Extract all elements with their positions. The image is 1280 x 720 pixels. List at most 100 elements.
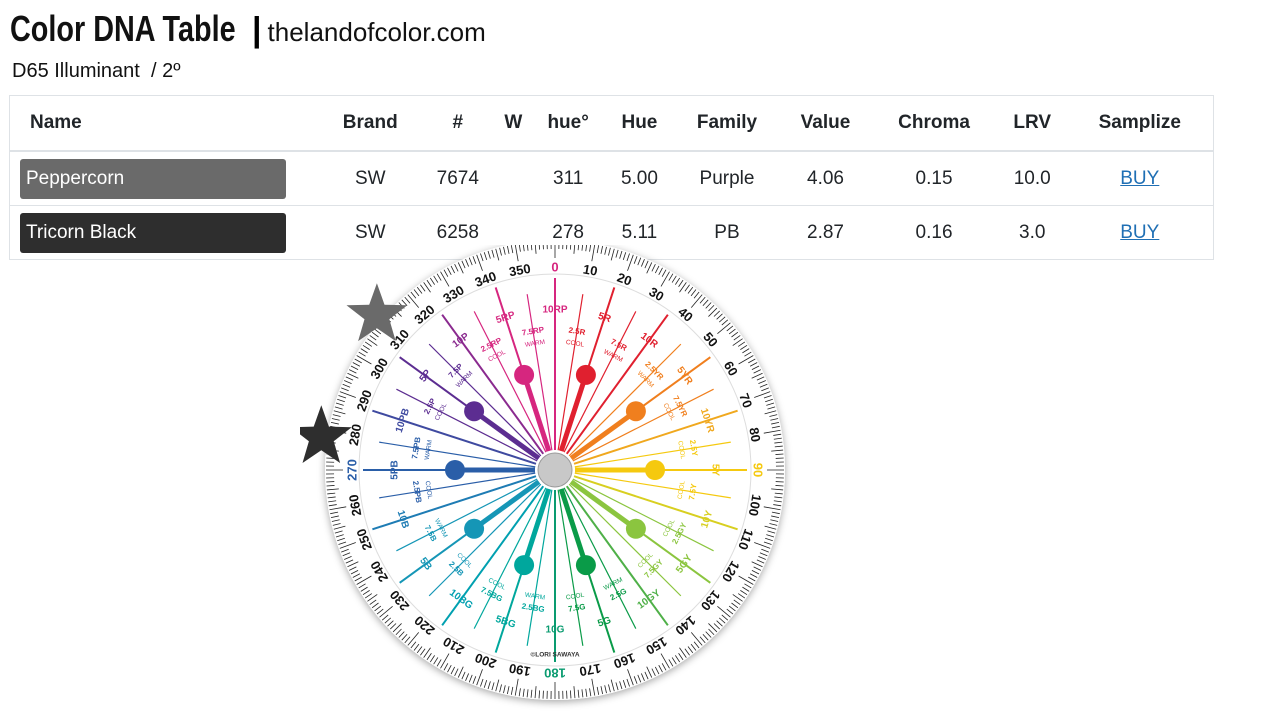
degree-tick [581, 245, 584, 251]
hue-spoke [574, 472, 731, 499]
degree-tick [637, 257, 642, 266]
degree-label: 30 [647, 284, 667, 304]
degree-tick [767, 406, 776, 410]
degree-tick [721, 614, 729, 621]
degree-tick [737, 341, 746, 347]
degree-tick [499, 684, 502, 693]
degree-tick [423, 647, 431, 658]
degree-tick [751, 561, 763, 568]
buy-link[interactable]: BUY [1120, 167, 1160, 189]
degree-tick [702, 299, 709, 307]
degree-tick [731, 331, 739, 338]
degree-tick [748, 358, 756, 364]
hue-label: 5Y [709, 464, 720, 477]
degree-tick [678, 652, 684, 661]
hue-spoke-bold [569, 409, 638, 461]
degree-tick [426, 652, 432, 661]
degree-label: 200 [473, 650, 499, 672]
degree-tick [718, 316, 726, 323]
degree-tick [367, 594, 378, 602]
separator: | [252, 11, 262, 49]
degree-tick [495, 248, 500, 261]
cell-text: PB [714, 221, 740, 243]
degree-tick [763, 506, 781, 511]
degree-tick [514, 245, 519, 262]
cell-text: SW [354, 221, 386, 243]
degree-tick [465, 259, 470, 267]
hue-spoke [568, 483, 682, 597]
hue-spoke [473, 311, 547, 453]
degree-tick [775, 485, 784, 487]
degree-tick [658, 664, 663, 673]
degree-tick [374, 328, 382, 335]
degree-tick [660, 271, 670, 287]
degree-tick [604, 685, 607, 694]
degree-tick [749, 362, 758, 367]
hue-spoke [473, 487, 547, 629]
degree-tick [350, 365, 359, 371]
degree-tick [369, 335, 377, 341]
degree-tick [693, 641, 700, 649]
degree-tick [749, 573, 758, 578]
degree-tick [690, 289, 697, 297]
degree-tick [341, 387, 349, 392]
degree-tick [404, 296, 411, 304]
degree-label: 290 [353, 388, 375, 414]
degree-tick [450, 265, 456, 274]
degree-tick [454, 264, 459, 272]
degree-tick [773, 500, 782, 503]
degree-tick [596, 686, 600, 695]
degree-tick [337, 537, 345, 542]
hue-spoke [441, 485, 545, 626]
degree-tick [538, 245, 540, 250]
degree-label: 0 [551, 259, 558, 274]
degree-tick [589, 688, 592, 697]
degree-tick [690, 632, 703, 646]
cell-text: 0.15 [915, 167, 953, 189]
column-header: # [419, 95, 497, 152]
degree-tick [678, 279, 684, 288]
degree-tick [732, 338, 743, 346]
hue-spoke [563, 487, 637, 629]
degree-tick [774, 445, 783, 448]
cell: 5.00 [605, 150, 674, 206]
degree-tick [675, 655, 681, 663]
degree-tick [742, 586, 750, 592]
center-face [537, 452, 573, 488]
degree-tick [591, 678, 596, 696]
hue-dot [645, 460, 665, 480]
degree-label: 250 [353, 527, 375, 553]
degree-tick [740, 344, 748, 350]
degree-label: 350 [508, 261, 532, 280]
cell: SW [321, 150, 420, 206]
cell: 0.15 [870, 150, 998, 206]
degree-tick [410, 291, 417, 299]
degree-tick [379, 605, 393, 618]
degree-tick [761, 387, 769, 392]
degree-tick [573, 245, 576, 254]
degree-tick [596, 245, 600, 254]
degree-tick [699, 296, 706, 304]
degree-tick [717, 322, 731, 335]
degree-tick [495, 679, 500, 692]
degree-tick [610, 248, 615, 261]
degree-tick [376, 608, 384, 615]
degree-tick [339, 542, 356, 549]
buy-link[interactable]: BUY [1120, 221, 1160, 243]
degree-tick [416, 646, 423, 654]
degree-tick [329, 506, 347, 511]
hue-dot [575, 555, 596, 576]
degree-tick [472, 676, 477, 684]
degree-tick [754, 542, 771, 549]
degree-label: 180 [544, 666, 566, 681]
hue-label: 7.5G [568, 602, 587, 614]
degree-tick [732, 594, 743, 602]
cell: Peppercorn [9, 150, 321, 206]
cell [496, 150, 531, 206]
degree-tick [766, 534, 775, 538]
degree-tick [756, 376, 765, 381]
degree-tick [337, 398, 345, 403]
degree-tick [398, 631, 405, 638]
degree-tick [416, 286, 423, 294]
hue-note: WARM [424, 439, 434, 460]
